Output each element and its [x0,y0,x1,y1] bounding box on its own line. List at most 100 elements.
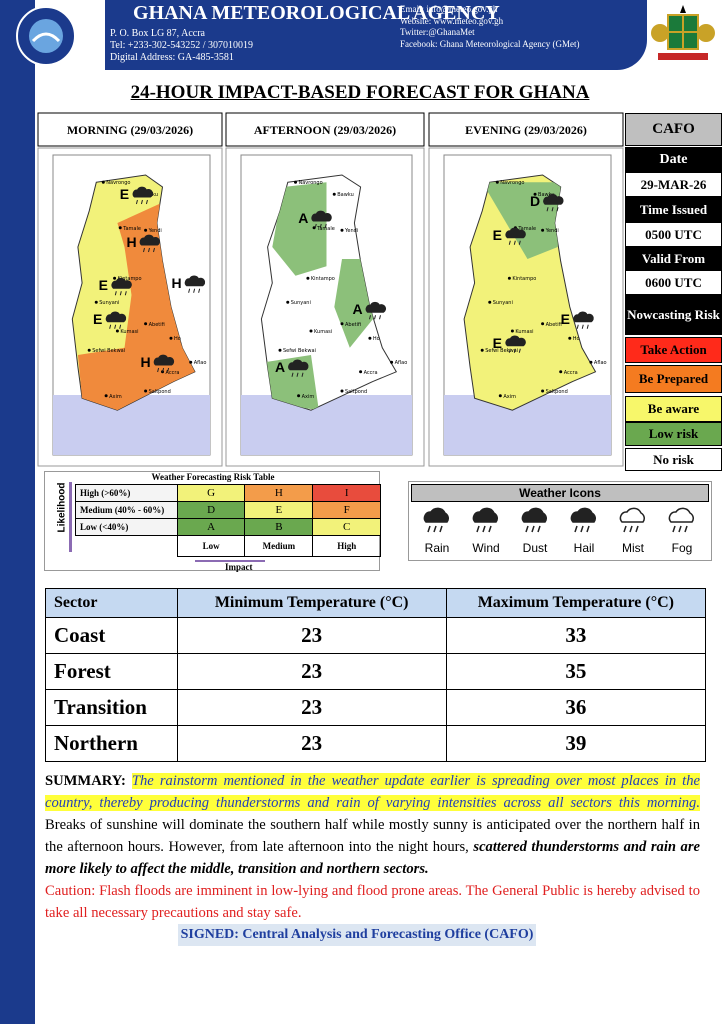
town-dot [309,329,313,333]
temp-row: Northern 23 39 [45,725,707,762]
cafo-label: Date [625,147,722,172]
town-label: Yendi [545,228,559,234]
town-label: Kintampo [512,276,536,282]
risk-letter: E [93,311,102,327]
icon-label: Dust [522,541,548,555]
storm-icon [139,234,160,253]
temp-header-cell: Maximum Temperature (°C) [445,588,707,618]
icon-cloud [570,507,596,523]
town-dot [507,276,511,280]
town-dot [568,336,572,340]
side-bar [0,0,35,1024]
town-dot [306,276,310,280]
risk-letter: A [352,301,362,317]
legend-take-action: Take Action [625,337,722,363]
title: 24-HOUR IMPACT-BASED FORECAST FOR GHANA [130,82,590,103]
impact-row: Low Medium High [76,535,381,557]
town-label: Bawku [337,192,354,198]
town-label: Navrongo [500,180,524,186]
town-dot [189,360,193,364]
temp-value: 39 [445,725,707,762]
storm-icon [288,359,309,377]
address-line: Tel: +233-302-543252 / 307010019 [110,40,253,51]
icon-label: Fog [671,541,693,555]
summary-emphasis: scattered thunderstorms and rain are mor… [45,839,700,877]
contact-line: Facebook: Ghana Meteorological Agency (G… [400,38,580,49]
town-dot [286,300,290,304]
map-panel: EVENING (29/03/2026) Bawku Navrongo Tamale Y… [428,112,624,467]
town-dot [359,370,363,374]
storm-icon [543,193,564,212]
town-label: Kumasi [515,329,533,335]
storm-icon [184,275,206,293]
town-dot [144,389,148,393]
map-panel: MORNING (29/03/2026)BawkuNavrongoTamaleY… [37,112,223,467]
icon-detail [574,525,590,533]
town-dot [541,322,545,326]
town-label: Sefwi Bekwai [283,348,316,354]
panel-header-box [428,112,624,147]
temp-row: Transition 23 36 [45,689,707,726]
risk-letter: A [275,359,285,375]
town-dot [340,389,344,393]
icon-cloud [668,507,694,523]
caution: Caution: Flash floods are imminent in lo… [45,883,700,921]
address-line: P. O. Box LG 87, Accra [110,28,205,39]
weather-icon: Dust [511,506,559,555]
summary-highlight: The rainstorm mentioned in the weather u… [45,773,700,811]
town-dot [495,180,499,184]
icon-glyph [619,507,645,533]
town-label: Saltpond [345,389,367,395]
town-label: Abetifi [546,322,562,328]
risk-cell: D [176,501,246,519]
weather-icon: Mist [609,506,657,555]
risk-cell: C [312,518,381,536]
storm-icon [111,277,132,296]
risk-row: Medium (40% - 60%) D E F [75,501,381,519]
impact-label: High [312,535,381,557]
legend-be-aware: Be aware [625,396,722,422]
signed: SIGNED: Central Analysis and Forecasting… [178,924,536,946]
icons-row: Rain Wind Dust Hail Mist Fog [411,506,711,560]
contact-line: Twitter:@GhanaMet [400,27,475,37]
town-label: Kumasi [314,329,332,335]
sector-name: Northern [45,725,178,762]
risk-grid: High (>60%) G H I Medium (40% - 60%) D E F Low (… [75,484,381,557]
town-dot [297,394,301,398]
risk-zone [334,259,373,348]
likelihood-label: Likelihood [56,482,68,533]
icon-cloud [619,507,645,523]
header-banner: GHANA METEOROLOGICAL AGENCY P. O. Box LG… [105,0,647,70]
town-label: Kintampo [311,276,335,282]
icon-glyph [423,507,449,533]
storm-icon [505,335,526,353]
risk-letter: E [493,335,502,351]
icon-detail [672,525,688,533]
town-dot [104,394,108,398]
cafo-value: 0500 UTC [625,222,722,247]
town-label: Ho [373,336,380,342]
icon-label: Rain [424,541,450,555]
temp-value: 35 [445,653,707,690]
address: P. O. Box LG 87, Accra Tel: +233-302-5432… [110,28,253,64]
sector-name: Forest [45,653,178,690]
gmet-logo [16,6,76,66]
weather-icon: Hail [560,506,608,555]
icon-glyph [472,507,498,533]
town-dot [278,348,282,352]
risk-cell: I [312,484,381,502]
storm-icon [153,354,175,373]
town-label: Axim [302,394,315,400]
storm-icon [311,210,332,229]
temp-value: 33 [445,617,707,654]
likelihood-label: Medium (40% - 60%) [75,501,178,519]
icon-glyph [521,507,547,533]
impact-label: Low [176,535,246,557]
town-label: Abetifi [149,322,165,328]
agency: GHANA METEOROLOGICAL AGENCY [133,2,500,24]
legend-no-risk: No risk [625,448,722,471]
town-dot [144,228,148,232]
sector-name: Transition [45,689,178,726]
town-label: Aflao [594,360,607,366]
